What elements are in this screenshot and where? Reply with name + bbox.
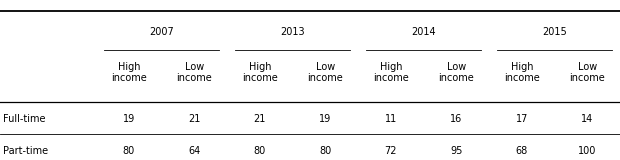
Text: 17: 17: [516, 114, 528, 124]
Text: 2014: 2014: [411, 27, 436, 37]
Text: High
income: High income: [242, 62, 278, 83]
Text: 80: 80: [123, 146, 135, 156]
Text: 80: 80: [319, 146, 332, 156]
Text: 80: 80: [254, 146, 266, 156]
Text: 2013: 2013: [280, 27, 305, 37]
Text: 19: 19: [123, 114, 135, 124]
Text: Part-time: Part-time: [3, 146, 48, 156]
Text: 64: 64: [188, 146, 200, 156]
Text: 72: 72: [384, 146, 397, 156]
Text: High
income: High income: [111, 62, 147, 83]
Text: 14: 14: [581, 114, 593, 124]
Text: Low
income: Low income: [308, 62, 343, 83]
Text: High
income: High income: [504, 62, 539, 83]
Text: Full-time: Full-time: [3, 114, 46, 124]
Text: 95: 95: [450, 146, 463, 156]
Text: 2015: 2015: [542, 27, 567, 37]
Text: 21: 21: [188, 114, 200, 124]
Text: 68: 68: [516, 146, 528, 156]
Text: High
income: High income: [373, 62, 409, 83]
Text: 100: 100: [578, 146, 596, 156]
Text: 19: 19: [319, 114, 332, 124]
Text: Low
income: Low income: [177, 62, 212, 83]
Text: 11: 11: [384, 114, 397, 124]
Text: 2007: 2007: [149, 27, 174, 37]
Text: 21: 21: [254, 114, 266, 124]
Text: 16: 16: [450, 114, 463, 124]
Text: Low
income: Low income: [569, 62, 605, 83]
Text: Low
income: Low income: [438, 62, 474, 83]
